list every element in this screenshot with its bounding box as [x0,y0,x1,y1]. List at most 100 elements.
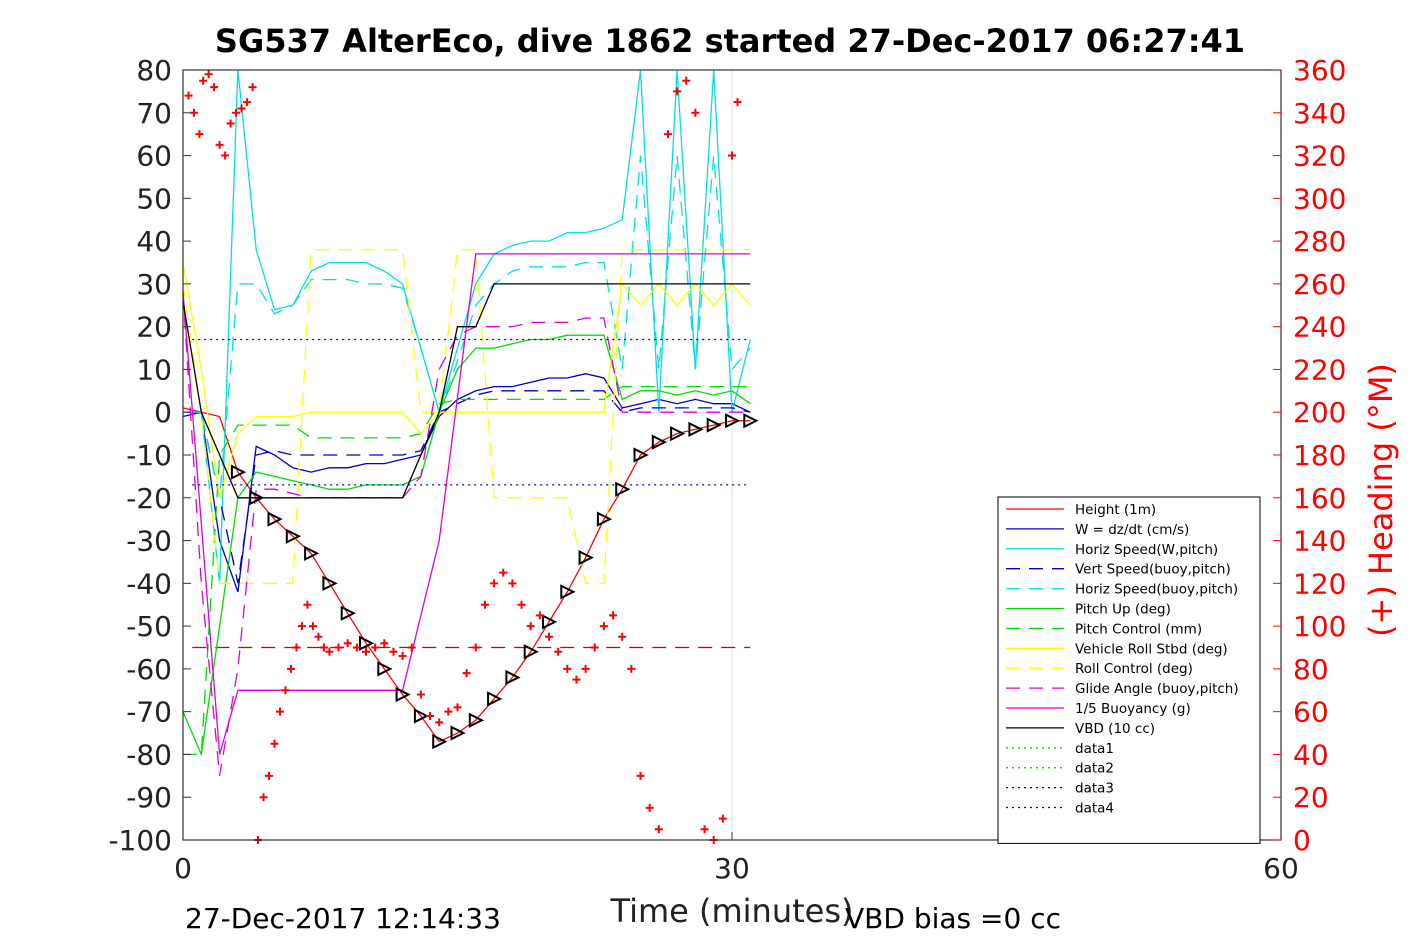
depth-marker [596,511,613,527]
legend-box [997,496,1261,844]
depth-marker [487,691,503,707]
series-line [182,334,751,757]
depth-marker [285,528,302,544]
heading-point [407,643,416,652]
y2-tick-label: 320 [1293,140,1346,173]
heading-point [275,707,284,716]
depth-marker [432,733,448,750]
legend-label: Vert Speed(buoy,pitch) [1075,562,1231,578]
heading-point [398,652,407,661]
y2-tick-label: 0 [1293,824,1311,857]
y2-tick-label: 340 [1293,97,1346,130]
heading-point [221,151,230,160]
heading-point [554,647,563,656]
y2-axis-label: (+) Heading (°M) [1362,363,1400,637]
series-line [182,292,751,776]
y-tick-label: 80 [136,54,172,87]
legend-label: data1 [1075,741,1114,757]
heading-point [184,91,193,100]
heading-point [199,76,208,85]
heading-point [673,87,682,96]
heading-point [286,664,295,673]
x-tick-label: 30 [714,852,750,885]
depth-marker [468,712,485,728]
heading-point [215,140,224,149]
heading-point [226,119,235,128]
heading-point [682,76,691,85]
heading-point [517,600,526,609]
depth-marker [688,421,704,437]
heading-point [733,98,742,107]
y-tick-label: 40 [136,225,172,258]
heading-point [325,647,334,656]
y-tick-label: -50 [126,610,172,643]
heading-point [435,718,444,727]
legend-label: W = dz/dt (cm/s) [1075,522,1189,538]
y-tick-label: -90 [126,781,172,814]
heading-point [343,639,352,648]
heading-point [265,771,274,780]
legend-label: VBD (10 cc) [1075,721,1155,737]
heading-point [314,632,323,641]
heading-point [292,643,301,652]
legend-label: Height (1m) [1075,502,1156,518]
depth-marker [560,584,576,600]
legend-label: Pitch Control (mm) [1075,621,1202,637]
footer-vbd-bias: VBD bias =0 cc [845,902,1061,935]
y2-tick-label: 260 [1293,268,1346,301]
y2-tick-label: 360 [1293,54,1346,87]
y2-tick-label: 300 [1293,182,1346,215]
depth-marker [322,575,338,591]
y-tick-label: 60 [136,140,172,173]
heading-point [297,622,306,631]
heading-point [352,643,361,652]
series-line [182,262,751,498]
heading-point [195,130,204,139]
heading-point [237,104,246,113]
heading-point [444,707,453,716]
depth-marker [615,481,631,497]
series-line [183,155,751,498]
y-tick-label: -40 [126,567,172,600]
heading-point [718,814,727,823]
y-tick-label: 10 [136,353,172,386]
heading-point [319,643,328,652]
series-line [182,249,751,584]
legend-label: Pitch Up (deg) [1075,602,1171,618]
heading-point [270,739,279,748]
heading-points [184,70,742,844]
legend-label: Horiz Speed(buoy,pitch) [1075,582,1238,598]
series-line [183,69,751,584]
heading-point [636,771,645,780]
depth-marker [633,447,649,463]
heading-point [204,70,213,79]
y2-tick-label: 60 [1293,696,1329,729]
y2-tick-label: 140 [1293,525,1346,558]
y2-tick-label: 100 [1293,610,1346,643]
depth-marker [743,413,759,429]
heading-point [380,639,389,648]
y2-tick-label: 280 [1293,225,1346,258]
legend-label: Roll Control (deg) [1075,661,1193,677]
legend-label: data3 [1075,781,1114,797]
y2-tick-label: 180 [1293,439,1346,472]
y2-tick-label: 200 [1293,396,1346,429]
depth-marker [725,413,741,429]
heading-point [700,825,709,834]
legend-label: Glide Angle (buoy,pitch) [1075,681,1239,697]
depth-marker [230,464,247,480]
heading-point [232,108,241,117]
heading-point [362,647,370,656]
depth-marker [377,661,393,677]
depth-marker [304,545,320,562]
legend-label: data4 [1075,801,1114,817]
depth-marker [359,635,375,651]
heading-point [499,568,508,577]
heading-point [508,579,517,588]
depth-marker [267,511,283,527]
series-line [182,253,751,755]
heading-point [281,686,290,695]
y-tick-label: -100 [108,824,172,857]
y2-tick-label: 80 [1293,653,1329,686]
